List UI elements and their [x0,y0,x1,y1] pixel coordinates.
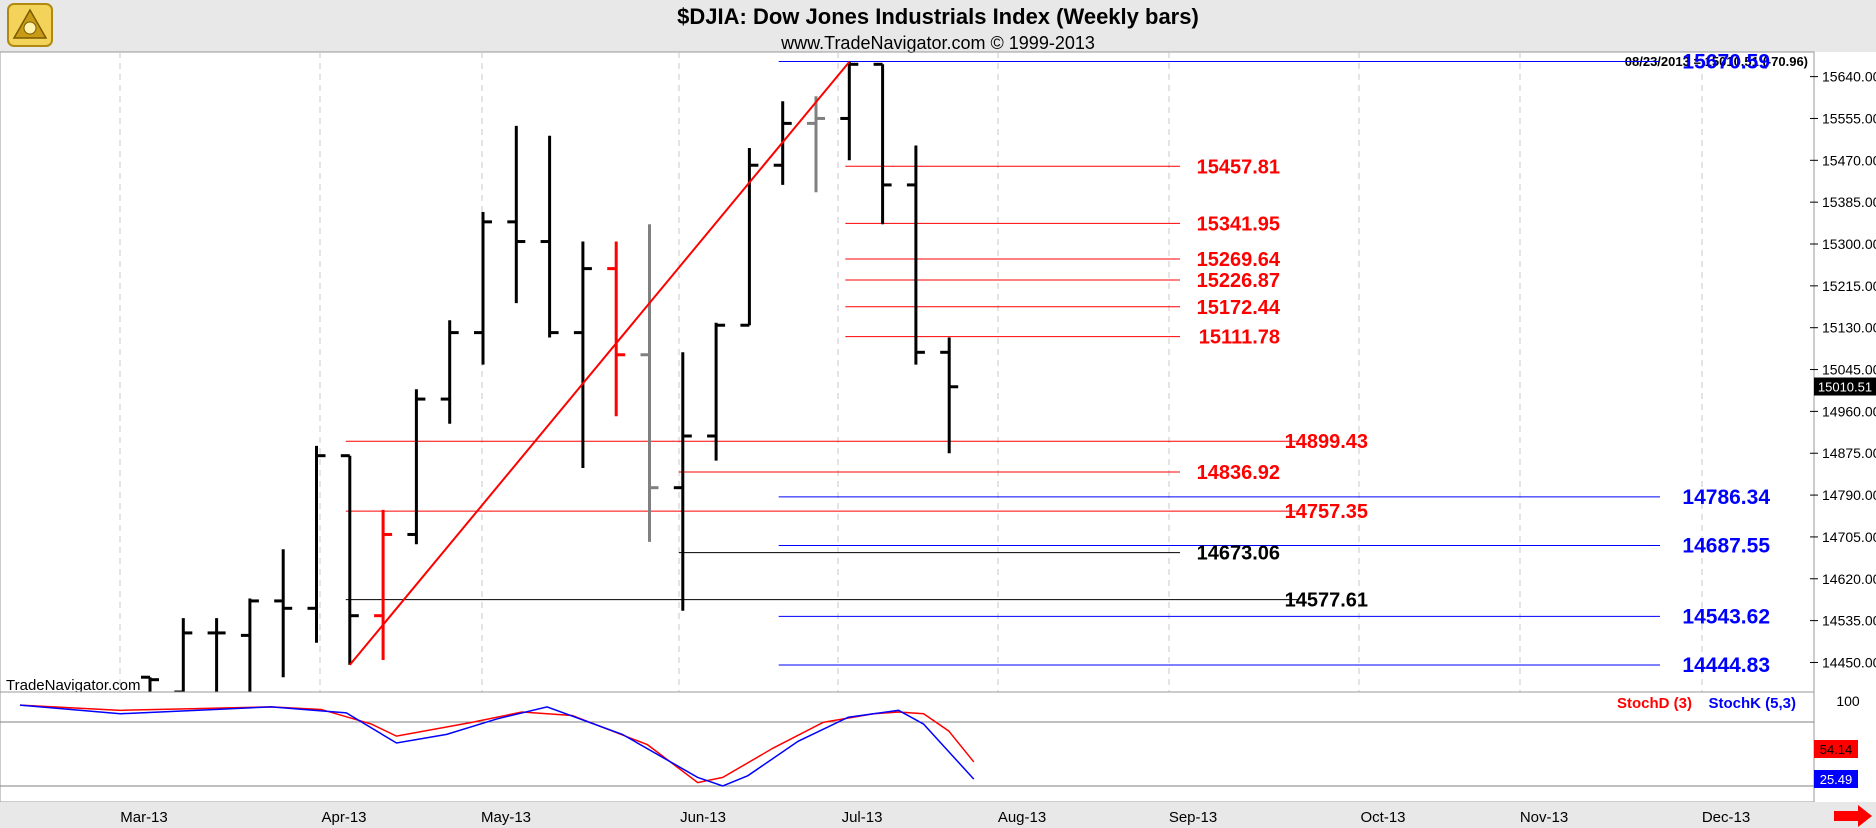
last-price-readout: 08/23/2013 = 15010.51 (-70.96) [1625,54,1808,69]
y-tick-label: 14535.00 [1822,613,1876,629]
y-tick-label: 15385.00 [1822,194,1876,210]
y-tick-label: 14705.00 [1822,529,1876,545]
trendline [349,61,851,666]
header-band [0,0,1876,52]
level-label: 15226.87 [1197,270,1280,292]
level-label: 14836.92 [1197,462,1280,484]
y-tick-label: 15300.00 [1822,236,1876,252]
x-axis-band [0,802,1876,828]
level-label: 15457.81 [1197,156,1280,178]
bars-layer [141,61,959,694]
level-label: 14786.34 [1682,486,1770,509]
stochd-last-label: 54.14 [1820,742,1853,757]
legend-stochk: StochK (5,3) [1708,695,1796,712]
level-label: 15670.59 [1682,51,1770,74]
x-grid [119,52,1703,802]
level-label: 14577.61 [1285,590,1368,612]
legend-stochd: StochD (3) [1617,695,1692,712]
y-tick-label: 14960.00 [1822,403,1876,419]
y-tick-label: 14450.00 [1822,654,1876,670]
watermark-label: TradeNavigator.com [6,677,141,694]
x-tick-label: Jul-13 [842,809,883,826]
oscillator-layer [19,704,975,787]
x-tick-label: Jun-13 [680,809,726,826]
level-label: 14543.62 [1682,605,1770,628]
y-axis: 15640.00 15555.00 15470.00 15385.00 15300.00… [1810,69,1876,670]
indicator-panel-frame [0,691,1815,803]
levels-layer: 15670.59 15457.81 15341.95 15269.6415226.87… [345,51,1770,677]
stochk-last-label: 25.49 [1820,772,1853,787]
y-tick-label: 15215.00 [1822,278,1876,294]
x-tick-label: Oct-13 [1360,809,1405,826]
x-tick-label: Nov-13 [1520,809,1568,826]
y-tick-label: 15130.00 [1822,320,1876,336]
chart-subtitle: www.TradeNavigator.com © 1999-2013 [780,33,1095,53]
trend-layer [349,61,851,666]
x-tick-label: Aug-13 [998,809,1046,826]
osc-value-boxes: 54.14 25.49 [1814,740,1858,788]
y-tick-label: 14790.00 [1822,487,1876,503]
level-label: 15269.64 [1197,249,1281,271]
chart-title: $DJIA: Dow Jones Industrials Index (Week… [677,4,1199,29]
level-label: 15341.95 [1197,213,1280,235]
level-label: 14687.55 [1682,535,1770,558]
last-price-box: 15010.51 [1814,377,1876,396]
level-label: 14673.06 [1197,543,1280,565]
y-tick-label: 14875.00 [1822,445,1876,461]
oscillator-line [19,704,975,787]
level-label: 15172.44 [1197,297,1281,319]
logo-icon [7,3,53,47]
x-tick-label: Apr-13 [321,809,366,826]
x-tick-label: Mar-13 [120,809,168,826]
y-tick-label: 15045.00 [1822,362,1876,378]
indicator-y-tick: 100 [1836,693,1860,709]
y-tick-label: 14620.00 [1822,571,1876,587]
y-tick-label: 15470.00 [1822,152,1876,168]
last-price-label: 15010.51 [1818,380,1872,395]
level-label: 14899.43 [1285,431,1368,453]
x-tick-label: Dec-13 [1702,809,1750,826]
level-label: 15111.78 [1199,327,1280,349]
level-label: 14757.35 [1285,501,1368,523]
y-tick-label: 15555.00 [1822,110,1876,126]
scroll-right-icon[interactable] [1834,805,1872,827]
y-tick-label: 15640.00 [1822,69,1876,85]
x-axis: Mar-13 Apr-13 May-13 Jun-13 Jul-13 Aug-13 Sep-… [120,809,1750,826]
level-label: 14444.83 [1682,654,1770,677]
x-tick-label: May-13 [481,809,531,826]
x-tick-label: Sep-13 [1169,809,1217,826]
